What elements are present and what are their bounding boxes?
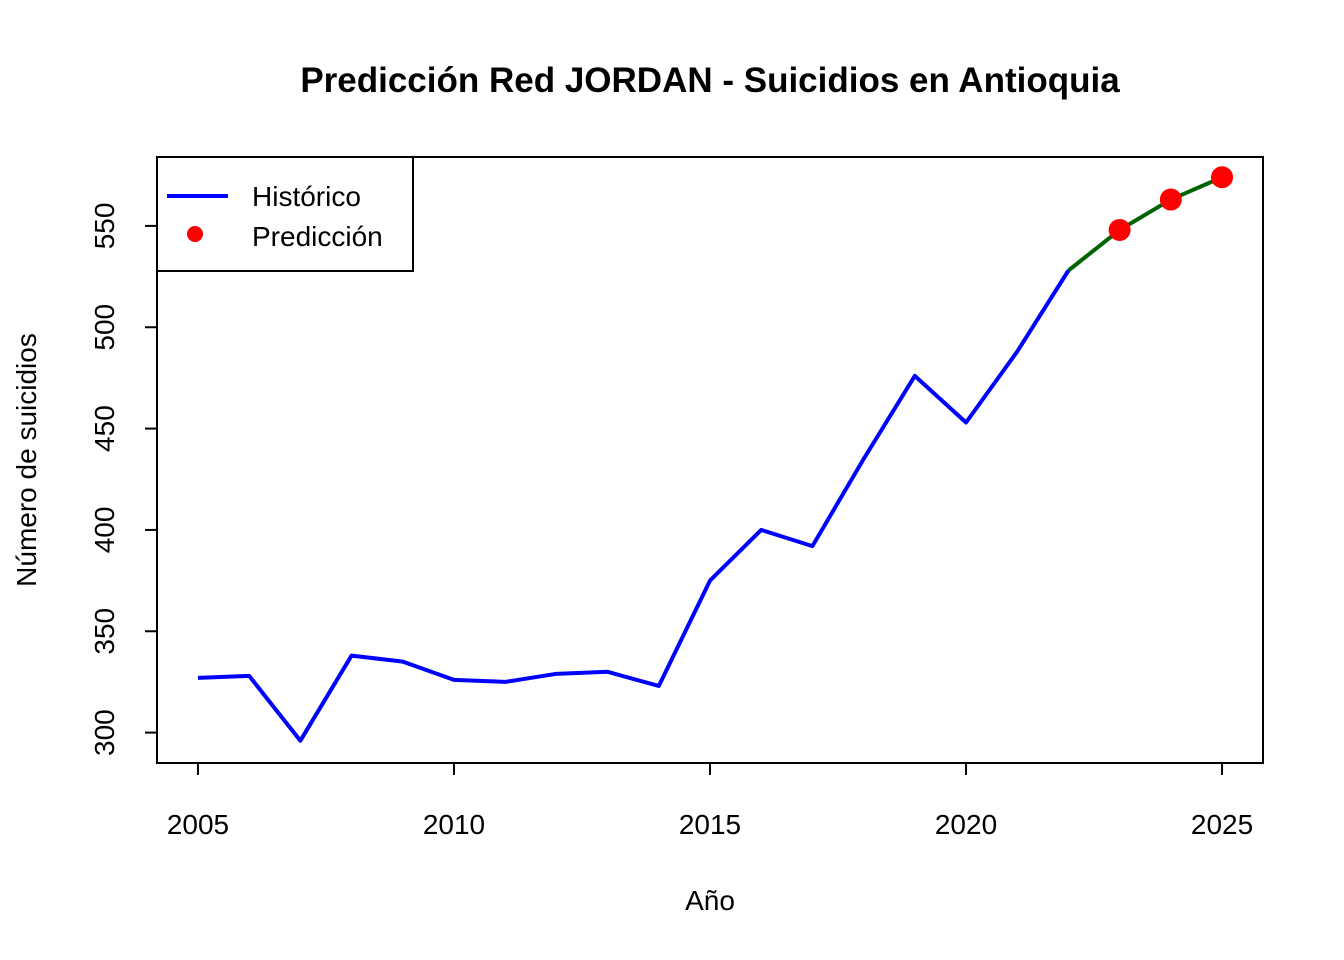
x-tick-label-2025: 2025 xyxy=(1191,809,1253,840)
y-axis: 300 350 400 450 500 550 xyxy=(89,203,158,756)
series-historico-line xyxy=(197,269,1071,743)
x-axis: 2005 2010 2015 2020 2025 xyxy=(167,762,1253,840)
y-tick-label-300: 300 xyxy=(89,709,120,756)
y-tick-label-400: 400 xyxy=(89,507,120,554)
legend: Histórico Predicción xyxy=(156,156,414,272)
y-tick-label-450: 450 xyxy=(89,405,120,452)
y-axis-label: Número de suicidios xyxy=(11,333,42,587)
x-tick-label-2005: 2005 xyxy=(167,809,229,840)
x-tick-label-2020: 2020 xyxy=(935,809,997,840)
y-tick-label-500: 500 xyxy=(89,304,120,351)
y-tick-label-350: 350 xyxy=(89,608,120,655)
legend-label-historico: Histórico xyxy=(252,181,361,212)
x-tick-label-2010: 2010 xyxy=(423,809,485,840)
legend-point-prediccion xyxy=(187,226,203,242)
prediccion-point-2024 xyxy=(1159,188,1182,211)
prediccion-point-2025 xyxy=(1211,166,1234,189)
y-tick-label-550: 550 xyxy=(89,203,120,250)
series-layer xyxy=(197,166,1234,743)
series-prediccion-line xyxy=(1067,175,1223,273)
legend-box xyxy=(156,156,414,272)
legend-label-prediccion: Predicción xyxy=(252,221,383,252)
x-tick-label-2015: 2015 xyxy=(679,809,741,840)
chart-title: Predicción Red JORDAN - Suicidios en Ant… xyxy=(300,61,1120,100)
x-axis-label: Año xyxy=(685,885,735,916)
prediccion-point-2023 xyxy=(1108,218,1131,241)
